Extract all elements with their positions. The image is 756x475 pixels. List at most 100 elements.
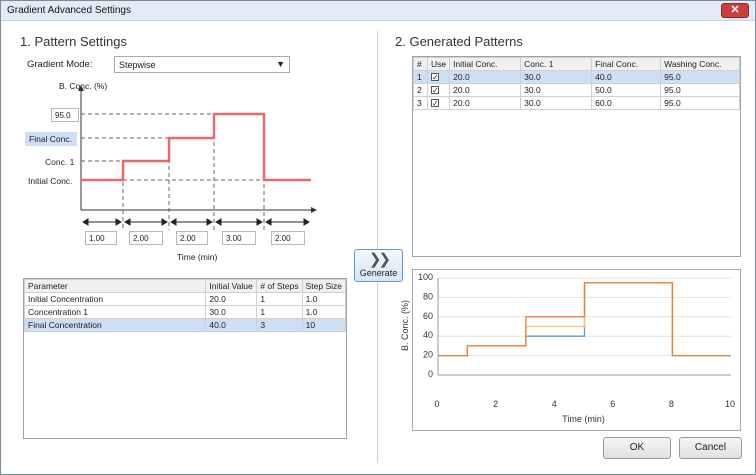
generated-patterns-heading: 2. Generated Patterns xyxy=(395,34,523,49)
patterns-table-container: # Use Initial Conc. Conc. 1 Final Conc. … xyxy=(412,56,741,257)
chart-y-tick-label: 60 xyxy=(423,311,433,321)
pattern-diagram xyxy=(78,85,317,230)
column-header: Final Conc. xyxy=(591,57,662,71)
table-cell[interactable]: 10 xyxy=(301,318,347,332)
chart-y-tick-label: 100 xyxy=(418,272,433,282)
pattern-settings-heading: 1. Pattern Settings xyxy=(20,34,127,49)
patterns-table: # Use Initial Conc. Conc. 1 Final Conc. … xyxy=(413,57,740,110)
gradient-mode-select[interactable]: Stepwise ▼ xyxy=(114,56,290,73)
chart-canvas xyxy=(437,277,731,376)
chart-x-tick-label: 4 xyxy=(552,399,557,409)
parameter-table: Parameter Initial Value # of Steps Step … xyxy=(23,279,347,332)
table-cell: Concentration 1 xyxy=(23,305,207,319)
checkbox-icon[interactable]: ✓ xyxy=(431,99,439,108)
duration-input[interactable]: 2.00 xyxy=(176,231,208,245)
table-cell: 20.0 xyxy=(449,83,522,97)
pattern-y-arrow xyxy=(78,85,84,91)
column-header: Initial Conc. xyxy=(449,57,522,71)
chart-y-tick-label: 20 xyxy=(423,350,433,360)
table-cell: 30.0 xyxy=(520,83,593,97)
column-header: Step Size xyxy=(301,279,347,293)
table-cell[interactable]: 3 xyxy=(256,318,303,332)
washing-conc-input[interactable]: 95.0 xyxy=(51,108,79,122)
table-cell[interactable]: 1 xyxy=(256,292,303,306)
generate-button-label: Generate xyxy=(359,268,398,278)
use-checkbox-cell[interactable]: ✓ xyxy=(426,70,451,84)
gradient-mode-value: Stepwise xyxy=(119,60,156,70)
use-checkbox-cell[interactable]: ✓ xyxy=(426,96,451,110)
duration-input[interactable]: 3.00 xyxy=(222,231,256,245)
table-cell: 20.0 xyxy=(449,96,522,110)
pattern-time-label: Time (min) xyxy=(177,252,218,262)
table-cell: 2 xyxy=(413,83,428,97)
cancel-button[interactable]: Cancel xyxy=(679,437,742,459)
section-divider xyxy=(377,31,378,463)
column-header: Parameter xyxy=(23,279,207,293)
table-cell: 30.0 xyxy=(520,96,593,110)
table-row[interactable]: 3 ✓ 20.0 30.0 60.0 95.0 xyxy=(413,96,740,110)
ok-button[interactable]: OK xyxy=(603,437,671,459)
table-cell: 95.0 xyxy=(660,96,740,110)
chart-x-tick-label: 8 xyxy=(669,399,674,409)
close-button[interactable]: ✕ xyxy=(721,3,749,18)
gradient-mode-label: Gradient Mode: xyxy=(27,59,93,70)
table-header-row: Parameter Initial Value # of Steps Step … xyxy=(23,279,347,293)
chart-x-tick-label: 10 xyxy=(725,399,735,409)
chevron-down-icon: ▼ xyxy=(276,59,285,69)
table-cell[interactable]: 30.0 xyxy=(205,305,258,319)
table-cell: Final Concentration xyxy=(23,318,207,332)
column-header: Conc. 1 xyxy=(520,57,593,71)
table-header-row: # Use Initial Conc. Conc. 1 Final Conc. … xyxy=(413,57,740,71)
chart-y-axis-label: B. Conc. (%) xyxy=(400,300,410,351)
table-cell: 60.0 xyxy=(591,96,662,110)
table-cell: 40.0 xyxy=(591,70,662,84)
chart-x-axis-label: Time (min) xyxy=(562,414,605,424)
chart-x-tick-label: 0 xyxy=(434,399,439,409)
table-row[interactable]: Initial Concentration 20.0 1 1.0 xyxy=(23,292,347,306)
duration-input[interactable]: 1.00 xyxy=(85,231,117,245)
column-header: Washing Conc. xyxy=(660,57,740,71)
table-cell[interactable]: 40.0 xyxy=(205,318,258,332)
generate-button[interactable]: ❯❯ Generate xyxy=(354,249,403,282)
table-cell[interactable]: 1 xyxy=(256,305,303,319)
table-cell: 95.0 xyxy=(660,83,740,97)
checkbox-icon[interactable]: ✓ xyxy=(431,73,439,82)
table-row[interactable]: Final Concentration 40.0 3 10 xyxy=(23,318,347,332)
column-header: # xyxy=(413,57,428,71)
use-checkbox-cell[interactable]: ✓ xyxy=(426,83,451,97)
table-cell: 20.0 xyxy=(449,70,522,84)
table-row[interactable]: 1 ✓ 20.0 30.0 40.0 95.0 xyxy=(413,70,740,84)
column-header: # of Steps xyxy=(256,279,303,293)
conc1-label: Conc. 1 xyxy=(45,157,75,167)
pattern-step-line xyxy=(81,112,311,182)
column-header: Use xyxy=(426,57,451,71)
final-conc-label: Final Conc. xyxy=(25,132,77,146)
table-cell: 1 xyxy=(413,70,428,84)
window-title: Gradient Advanced Settings xyxy=(7,5,131,16)
generated-patterns-chart xyxy=(412,269,741,431)
table-cell[interactable]: 20.0 xyxy=(205,292,258,306)
table-row[interactable]: 2 ✓ 20.0 30.0 50.0 95.0 xyxy=(413,83,740,97)
duration-input[interactable]: 2.00 xyxy=(271,231,305,245)
chart-series-line-3 xyxy=(438,282,731,357)
initial-conc-label: Initial Conc. xyxy=(28,176,73,186)
table-cell: 95.0 xyxy=(660,70,740,84)
duration-input[interactable]: 2.00 xyxy=(129,231,163,245)
title-bar: Gradient Advanced Settings ✕ xyxy=(1,1,755,21)
parameter-table-container: Parameter Initial Value # of Steps Step … xyxy=(23,278,347,439)
chart-x-tick-label: 6 xyxy=(610,399,615,409)
column-header: Initial Value xyxy=(205,279,258,293)
table-cell: Initial Concentration xyxy=(23,292,207,306)
table-cell[interactable]: 1.0 xyxy=(301,292,347,306)
pattern-axis-label: B. Conc. (%) xyxy=(59,81,108,91)
double-chevron-right-icon: ❯❯ xyxy=(368,251,391,268)
chart-x-tick-label: 2 xyxy=(493,399,498,409)
checkbox-icon[interactable]: ✓ xyxy=(431,86,439,95)
chart-y-tick-label: 40 xyxy=(423,330,433,340)
table-cell[interactable]: 1.0 xyxy=(301,305,347,319)
chart-y-tick-label: 80 xyxy=(423,291,433,301)
table-cell: 30.0 xyxy=(520,70,593,84)
chart-y-tick-label: 0 xyxy=(428,369,433,379)
table-row[interactable]: Concentration 1 30.0 1 1.0 xyxy=(23,305,347,319)
